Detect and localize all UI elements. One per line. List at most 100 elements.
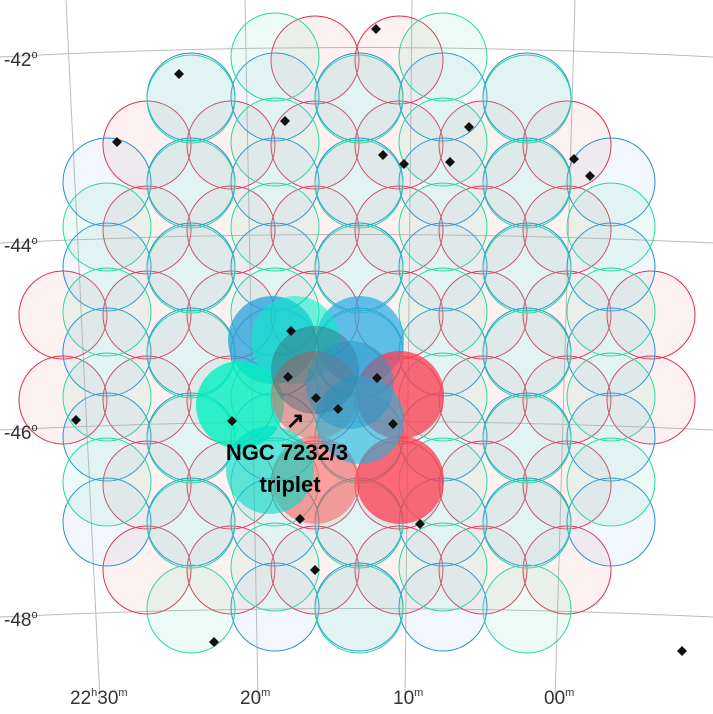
beam xyxy=(482,564,572,654)
beam xyxy=(62,352,152,442)
star-marker xyxy=(464,122,474,132)
beam xyxy=(62,437,152,527)
beam xyxy=(522,100,612,190)
beam xyxy=(230,52,320,142)
star-marker xyxy=(677,646,687,656)
beam xyxy=(398,182,488,272)
beam xyxy=(230,97,320,187)
annotation-text: triplet xyxy=(259,472,321,497)
beam xyxy=(62,307,152,397)
beam xyxy=(566,307,656,397)
dec-unit: o xyxy=(31,422,37,434)
beam xyxy=(230,522,320,612)
beam xyxy=(398,222,488,312)
beam xyxy=(146,139,236,229)
highlight-beam xyxy=(306,341,394,429)
ra-line xyxy=(554,0,576,701)
star-marker xyxy=(569,154,579,164)
ra-value: 20 xyxy=(240,688,261,709)
beam xyxy=(566,267,656,357)
ra-value: 30 xyxy=(97,688,118,709)
star-marker xyxy=(378,150,388,160)
dec-label: -42o xyxy=(4,49,38,71)
ra-unit: m xyxy=(414,687,423,699)
dec-line xyxy=(0,608,713,618)
beam xyxy=(566,137,656,227)
beam xyxy=(566,182,656,272)
beam xyxy=(398,267,488,357)
dec-unit: o xyxy=(31,235,37,247)
ra-label: 00m xyxy=(544,687,574,709)
star-marker xyxy=(71,415,81,425)
star-marker xyxy=(371,24,381,34)
ra-unit: m xyxy=(261,687,270,699)
beam xyxy=(230,182,320,272)
star-marker xyxy=(280,116,290,126)
beam xyxy=(230,562,320,652)
dec-unit: o xyxy=(31,609,37,621)
beam xyxy=(606,270,696,360)
dec-unit: o xyxy=(31,49,37,61)
star-marker xyxy=(112,137,122,147)
star-marker xyxy=(399,159,409,169)
star-marker xyxy=(295,514,305,524)
beam xyxy=(146,224,236,314)
beam xyxy=(398,12,488,102)
star-marker xyxy=(372,373,382,383)
star-marker xyxy=(283,372,293,382)
star-marker xyxy=(209,637,219,647)
beam xyxy=(566,392,656,482)
annotation-arrow: ↗ xyxy=(286,408,304,433)
beam xyxy=(62,267,152,357)
dec-label: -46o xyxy=(4,422,38,444)
beam xyxy=(482,54,572,144)
star-marker xyxy=(445,157,455,167)
stars xyxy=(71,24,687,656)
beam xyxy=(146,564,236,654)
annotation: ↗ NGC 7232/3 triplet xyxy=(226,408,348,497)
star-marker xyxy=(227,416,237,426)
ra-value: 00 xyxy=(544,688,565,709)
dec-value: -42 xyxy=(4,50,31,71)
beam xyxy=(566,477,656,567)
star-marker xyxy=(388,419,398,429)
beam xyxy=(230,137,320,227)
dec-value: -46 xyxy=(4,423,31,444)
ra-label: 20m xyxy=(240,687,270,709)
highlight-beam xyxy=(226,426,314,514)
ra-value: 22 xyxy=(70,688,91,709)
star-marker xyxy=(286,326,296,336)
beam xyxy=(314,139,404,229)
beam xyxy=(146,54,236,144)
beam xyxy=(398,97,488,187)
beam xyxy=(314,564,404,654)
beam xyxy=(62,477,152,567)
star-marker xyxy=(415,519,425,529)
dec-label: -48o xyxy=(4,609,38,631)
ra-unit: m xyxy=(565,687,574,699)
beam xyxy=(398,562,488,652)
beam xyxy=(62,182,152,272)
star-marker xyxy=(310,565,320,575)
beam xyxy=(62,392,152,482)
annotation-text: NGC 7232/3 xyxy=(226,440,348,465)
dec-line xyxy=(0,47,713,58)
star-marker xyxy=(333,404,343,414)
ra-unit: m xyxy=(118,687,127,699)
dec-labels: -42o -44o -46o -48o xyxy=(4,49,38,631)
star-marker xyxy=(585,171,595,181)
beam xyxy=(62,137,152,227)
ra-value: 10 xyxy=(393,688,414,709)
beam xyxy=(230,12,320,102)
beam xyxy=(566,437,656,527)
beam xyxy=(398,52,488,142)
beam xyxy=(566,222,656,312)
beam xyxy=(482,479,572,569)
beam xyxy=(314,54,404,144)
beam xyxy=(482,309,572,399)
beam-footprints xyxy=(18,12,696,654)
beam xyxy=(398,137,488,227)
ra-unit: h xyxy=(91,687,97,699)
dec-value: -48 xyxy=(4,610,31,631)
